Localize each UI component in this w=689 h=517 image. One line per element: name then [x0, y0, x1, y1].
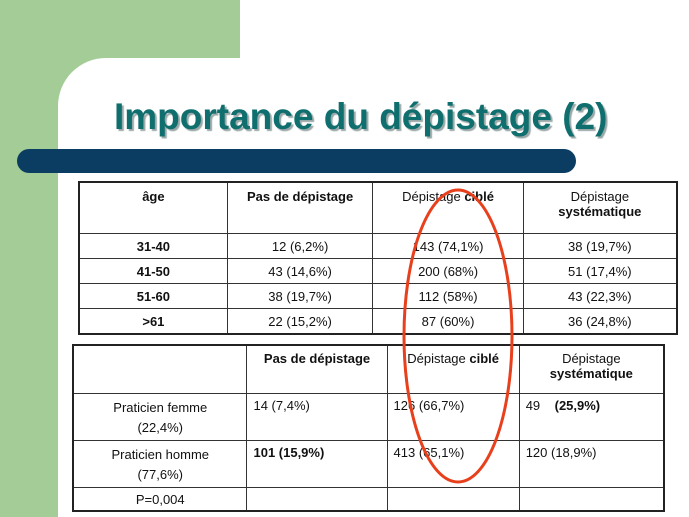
- age-cell: 51-60: [78, 283, 228, 309]
- pas-cell: 12 (6,2%): [226, 233, 374, 259]
- praticien-table: Pas de dépistage Dépistage ciblé Dépista…: [72, 344, 665, 512]
- p-value: P=0,004: [72, 487, 248, 512]
- praticien-label: Praticien femme (22,4%): [72, 393, 248, 441]
- syst-cell: 38 (19,7%): [522, 233, 678, 259]
- pas-cell: 22 (15,2%): [226, 308, 374, 335]
- table-header-row: âge Pas de dépistage Dépistage ciblé Dép…: [78, 181, 678, 234]
- cible-cell: 112 (58%): [372, 283, 524, 309]
- age-cell: 31-40: [78, 233, 228, 259]
- cible-cell: 87 (60%): [372, 308, 524, 335]
- header-depistage-systematique: Dépistage systématique: [522, 181, 678, 234]
- pas-cell: 38 (19,7%): [226, 283, 374, 309]
- syst-cell: 49 (25,9%): [518, 393, 665, 441]
- cible-cell: 200 (68%): [372, 258, 524, 284]
- table-header-row: Pas de dépistage Dépistage ciblé Dépista…: [72, 344, 665, 394]
- slide-title: Importance du dépistage (2): [114, 96, 608, 137]
- title-underline-bar: [17, 149, 576, 173]
- syst-cell: 120 (18,9%): [518, 440, 665, 488]
- table-row: 41-50 43 (14,6%) 200 (68%) 51 (17,4%): [78, 258, 678, 284]
- cible-cell: 143 (74,1%): [372, 233, 524, 259]
- syst-cell: 43 (22,3%): [522, 283, 678, 309]
- header-pas-de-depistage: Pas de dépistage: [226, 181, 374, 234]
- pas-cell: 43 (14,6%): [226, 258, 374, 284]
- header-pas-de-depistage: Pas de dépistage: [246, 344, 388, 394]
- cible-cell: 126 (66,7%): [386, 393, 520, 441]
- header-depistage-cible: Dépistage ciblé: [386, 344, 520, 394]
- pas-cell: 14 (7,4%): [246, 393, 388, 441]
- pas-cell: 101 (15,9%): [246, 440, 388, 488]
- table-row: Praticien homme (77,6%) 101 (15,9%) 413 (…: [72, 440, 665, 488]
- table-row: 31-40 12 (6,2%) 143 (74,1%) 38 (19,7%): [78, 233, 678, 259]
- syst-cell: 36 (24,8%): [522, 308, 678, 335]
- table-row: 51-60 38 (19,7%) 112 (58%) 43 (22,3%): [78, 283, 678, 309]
- table-row: >61 22 (15,2%) 87 (60%) 36 (24,8%): [78, 308, 678, 335]
- age-table: âge Pas de dépistage Dépistage ciblé Dép…: [78, 181, 678, 335]
- p-value-row: P=0,004: [72, 487, 665, 512]
- praticien-label: Praticien homme (77,6%): [72, 440, 248, 488]
- age-cell: 41-50: [78, 258, 228, 284]
- empty-cell: [246, 487, 388, 512]
- header-age: âge: [78, 181, 228, 234]
- header-depistage-cible: Dépistage ciblé: [372, 181, 524, 234]
- top-band: [240, 0, 689, 60]
- cible-cell: 413 (65,1%): [386, 440, 520, 488]
- header-empty: [72, 344, 248, 394]
- empty-cell: [518, 487, 665, 512]
- syst-cell: 51 (17,4%): [522, 258, 678, 284]
- header-depistage-systematique: Dépistage systématique: [518, 344, 665, 394]
- empty-cell: [386, 487, 520, 512]
- age-cell: >61: [78, 308, 228, 335]
- table-row: Praticien femme (22,4%) 14 (7,4%) 126 (66…: [72, 393, 665, 441]
